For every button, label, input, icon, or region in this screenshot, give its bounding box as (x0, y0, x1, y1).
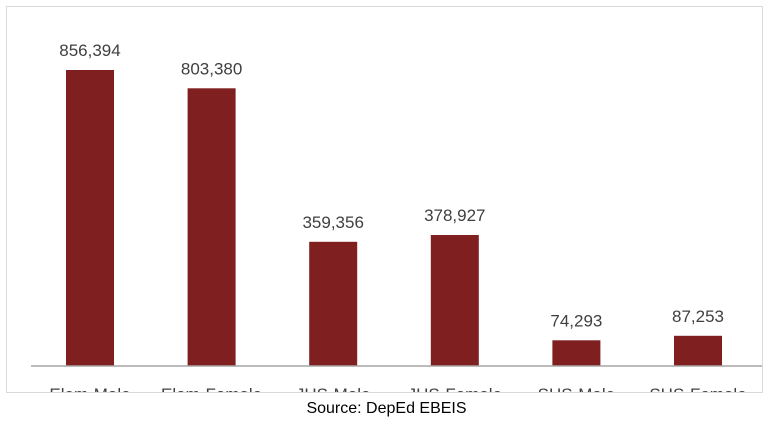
data-label-shs-male: 74,293 (550, 311, 602, 330)
bars-layer (66, 70, 722, 367)
x-tick-label-jhs-female: JHS-Female (408, 385, 502, 393)
bar-shs-male (552, 340, 601, 366)
bar-shs-female (674, 335, 722, 366)
x-tick-labels-layer: Elem-Male Elem-Female JHS-Male JHS-Female SH… (49, 385, 746, 393)
chart-frame: 856,394 803,380 359,356 378,927 74,293 87,253… (6, 6, 763, 393)
data-label-elem-female: 803,380 (181, 59, 242, 78)
x-tick-label-shs-female: SHS-Female (649, 385, 746, 393)
x-tick-label-elem-male: Elem-Male (49, 385, 130, 393)
source-note: Source: DepEd EBEIS (306, 400, 467, 417)
bar-jhs-male (309, 241, 358, 366)
bar-elem-male (66, 70, 114, 366)
bar-jhs-female (430, 235, 479, 366)
bar-elem-female (187, 88, 236, 367)
x-tick-label-shs-male: SHS-Male (538, 385, 615, 393)
x-tick-label-jhs-male: JHS-Male (296, 385, 371, 393)
data-label-shs-female: 87,253 (672, 307, 724, 326)
data-label-jhs-female: 378,927 (424, 206, 485, 225)
bar-chart: 856,394 803,380 359,356 378,927 74,293 87,253… (31, 41, 762, 393)
data-label-elem-male: 856,394 (59, 41, 120, 60)
x-tick-label-elem-female: Elem-Female (161, 385, 262, 393)
data-labels-layer: 856,394 803,380 359,356 378,927 74,293 87,253 (59, 41, 724, 330)
data-label-jhs-male: 359,356 (302, 213, 363, 232)
